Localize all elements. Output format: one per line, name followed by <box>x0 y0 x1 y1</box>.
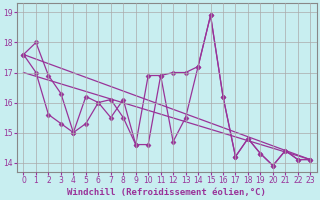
X-axis label: Windchill (Refroidissement éolien,°C): Windchill (Refroidissement éolien,°C) <box>68 188 266 197</box>
